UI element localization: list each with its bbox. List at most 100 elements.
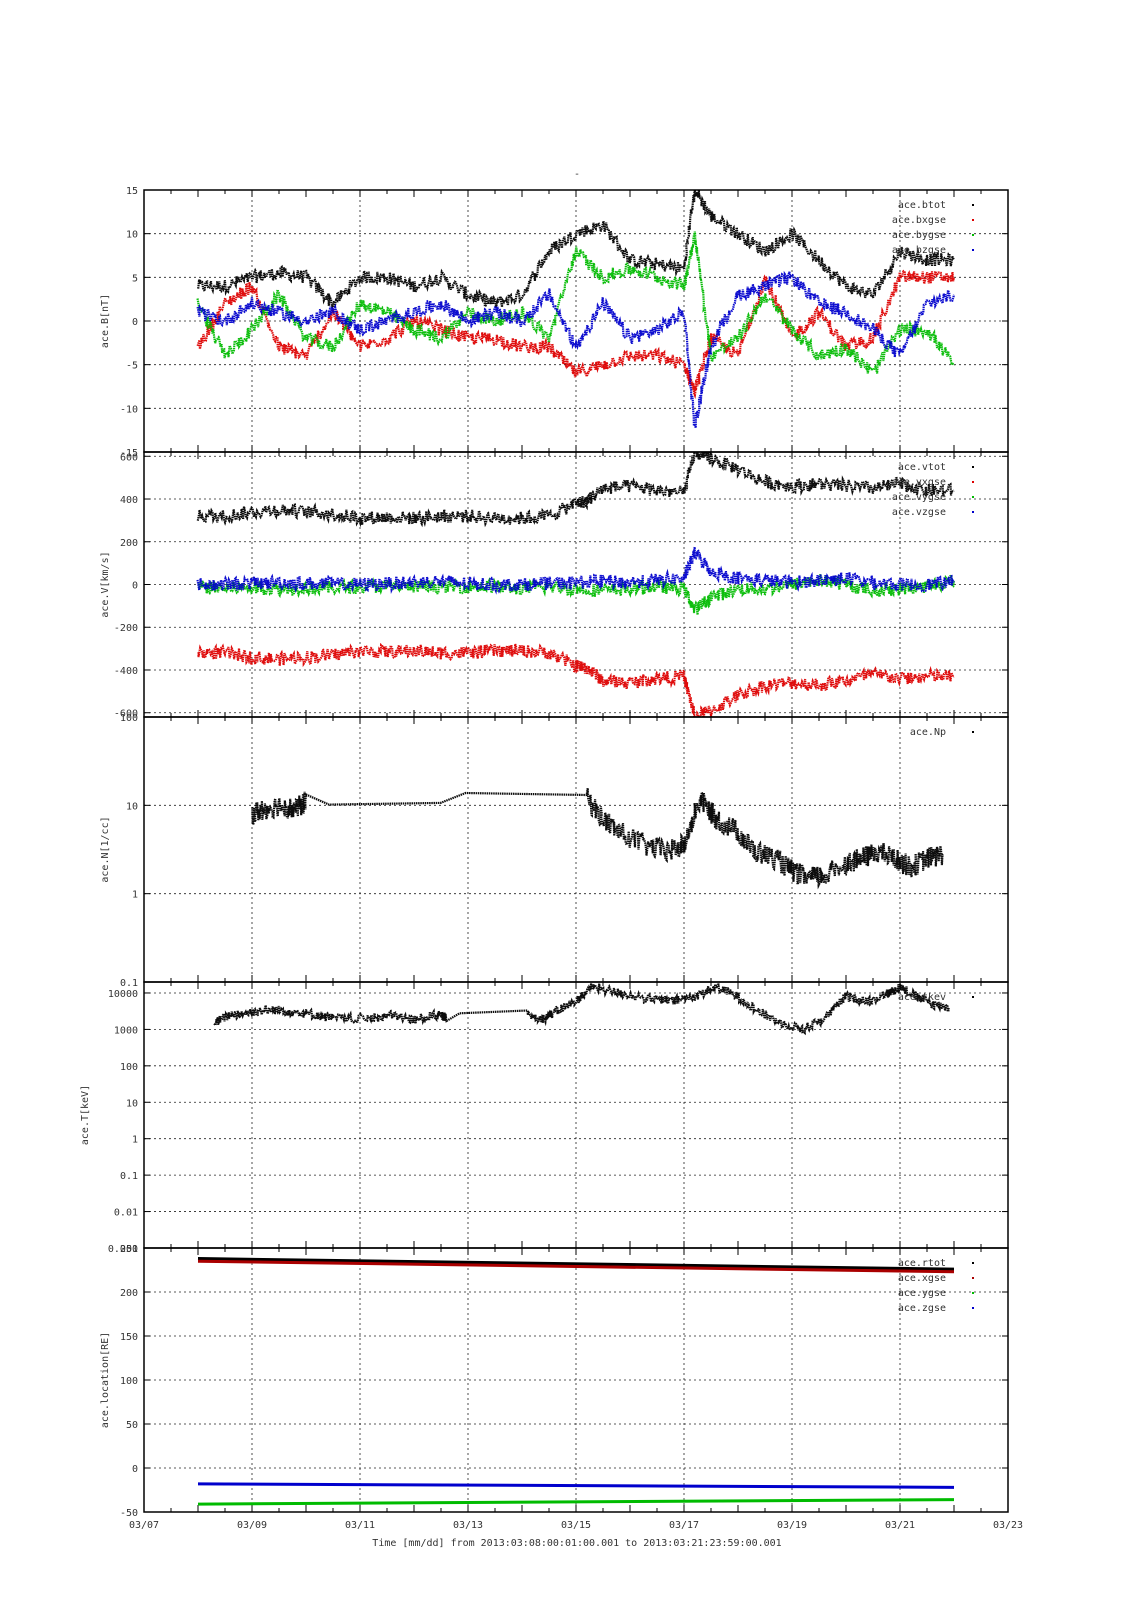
legend-marker-ace.xgse — [972, 1277, 974, 1279]
x-tick-label: 03/21 — [885, 1520, 915, 1531]
series-points-ace.tkev — [213, 982, 950, 1036]
y-axis-label: ace.T[keV] — [80, 1085, 91, 1145]
y-tick-label: 200 — [120, 1288, 138, 1299]
series-points-ace.vzgse — [196, 546, 955, 595]
panels: -15-10-5051015ace.B[nT]ace.btotace.bxgse… — [80, 186, 1023, 1531]
legend-label-ace.vxgse: ace.vxgse — [892, 477, 946, 488]
legend-label-ace.tkev: ace.tkev — [898, 992, 946, 1003]
y-tick-label: 100 — [120, 713, 138, 724]
y-tick-label: 15 — [126, 186, 138, 197]
legend-label-ace.vtot: ace.vtot — [898, 462, 946, 473]
x-tick-label: 03/11 — [345, 1520, 375, 1531]
legend-marker-ace.Np — [972, 731, 974, 733]
legend-label-ace.bzgse: ace.bzgse — [892, 245, 946, 256]
panel-frame — [143, 1247, 1009, 1513]
y-tick-label: 0 — [132, 1464, 138, 1475]
legend-marker-ace.ygse — [972, 1292, 974, 1294]
series-group — [196, 452, 956, 717]
series-group — [213, 982, 950, 1036]
panel-5: -50 0 50 100 150 200 250 ace.location[RE] ace.rt… — [100, 1244, 1009, 1519]
series-line-ace.xgse — [197, 1259, 955, 1274]
legend-label-ace.vygse: ace.vygse — [892, 492, 946, 503]
panel-2: -600 -400 -200 0 200 400 600 ace.V[km/s] ace.vto… — [100, 451, 1009, 720]
y-tick-label: 5 — [132, 273, 138, 284]
legend-label-ace.zgse: ace.zgse — [898, 1303, 946, 1314]
y-tick-label: 10000 — [108, 989, 138, 1000]
panel-4: 0.001 0.01 0.1 1 10 100 1000 10000 ace.T[keV] ace… — [80, 981, 1009, 1255]
series-points-ace.vxgse — [197, 642, 955, 717]
legend-marker-ace.zgse — [972, 1307, 974, 1309]
y-tick-label: 0 — [132, 317, 138, 328]
y-tick-label: -200 — [114, 623, 138, 634]
y-tick-label: 400 — [120, 495, 138, 506]
y-tick-label: 10 — [126, 801, 138, 812]
series-line-ace.ygse — [197, 1498, 955, 1506]
y-tick-label: 10 — [126, 1098, 138, 1109]
y-axis-label: ace.N[1/cc] — [100, 816, 111, 882]
y-tick-label: 100 — [120, 1062, 138, 1073]
panel-3: 0.1 1 10 100 ace.N[1/cc] ace.Np — [100, 713, 1009, 989]
y-axis-label: ace.V[km/s] — [100, 551, 111, 617]
y-tick-label: -15 — [120, 448, 138, 459]
x-tick-label: 03/23 — [993, 1520, 1023, 1531]
legend-marker-ace.bzgse — [972, 249, 974, 251]
series-points-ace.bzgse — [196, 270, 956, 431]
legend-label-ace.ygse: ace.ygse — [898, 1288, 946, 1299]
legend-label-ace.rtot: ace.rtot — [898, 1258, 946, 1269]
y-axis-label: ace.B[nT] — [100, 294, 111, 348]
series-points-ace.vtot — [196, 452, 955, 528]
legend-marker-ace.btot — [972, 204, 974, 206]
series-points-ace.bygse — [196, 231, 955, 374]
legend-marker-ace.tkev — [972, 996, 974, 998]
y-tick-label: 100 — [120, 1376, 138, 1387]
legend-marker-ace.rtot — [972, 1262, 974, 1264]
legend-label-ace.Np: ace.Np — [910, 727, 946, 738]
legend-marker-ace.vtot — [972, 466, 974, 468]
y-tick-label: 0 — [132, 581, 138, 592]
y-tick-label: 0.1 — [120, 1171, 138, 1182]
y-tick-label: -400 — [114, 666, 138, 677]
y-tick-label: 150 — [120, 1332, 138, 1343]
y-tick-label: 200 — [120, 538, 138, 549]
series-group — [251, 788, 944, 890]
y-tick-label: -5 — [126, 361, 138, 372]
y-tick-label: 250 — [120, 1244, 138, 1255]
series-line-ace.rtot — [197, 1257, 955, 1271]
x-tick-label: 03/17 — [669, 1520, 699, 1531]
legend-marker-ace.vygse — [972, 496, 974, 498]
series-line-ace.zgse — [197, 1482, 955, 1489]
y-tick-label: 0.01 — [114, 1208, 138, 1219]
y-tick-label: -600 — [114, 709, 138, 720]
y-axis-label: ace.location[RE] — [100, 1332, 111, 1428]
series-group — [196, 190, 956, 431]
series-points-ace.bxgse — [196, 267, 956, 400]
legend-marker-ace.vzgse — [972, 511, 974, 513]
y-tick-label: 600 — [120, 452, 138, 463]
legend-label-ace.xgse: ace.xgse — [898, 1273, 946, 1284]
y-tick-label: 10 — [126, 230, 138, 241]
y-tick-label: 50 — [126, 1420, 138, 1431]
x-tick-label: 03/15 — [561, 1520, 591, 1531]
x-tick-label: 03/07 — [129, 1520, 159, 1531]
legend-marker-ace.vxgse — [972, 481, 974, 483]
series-group — [197, 1257, 955, 1506]
series-points-ace.Np — [251, 788, 944, 890]
y-tick-label: 1000 — [114, 1025, 138, 1036]
panel-1: -15 -10 -5 0 5 10 15 ace.B[nT] ace.btot ace.bxgse… — [100, 186, 1009, 459]
y-tick-label: -10 — [120, 404, 138, 415]
x-axis-label: Time [mm/dd] from 2013:03:08:00:01:00.00… — [372, 1538, 781, 1549]
legend-label-ace.vzgse: ace.vzgse — [892, 507, 946, 518]
legend-label-ace.bygse: ace.bygse — [892, 230, 946, 241]
y-tick-label: 0.1 — [120, 978, 138, 989]
y-tick-label: 1 — [132, 890, 138, 901]
plot-title: - — [574, 169, 580, 180]
legend-marker-ace.bxgse — [972, 219, 974, 221]
legend-label-ace.btot: ace.btot — [898, 200, 946, 211]
series-points-ace.btot — [197, 190, 955, 310]
x-tick-label: 03/19 — [777, 1520, 807, 1531]
legend-label-ace.bxgse: ace.bxgse — [892, 215, 946, 226]
y-tick-label: 1 — [132, 1135, 138, 1146]
x-tick-label: 03/09 — [237, 1520, 267, 1531]
legend-marker-ace.bygse — [972, 234, 974, 236]
